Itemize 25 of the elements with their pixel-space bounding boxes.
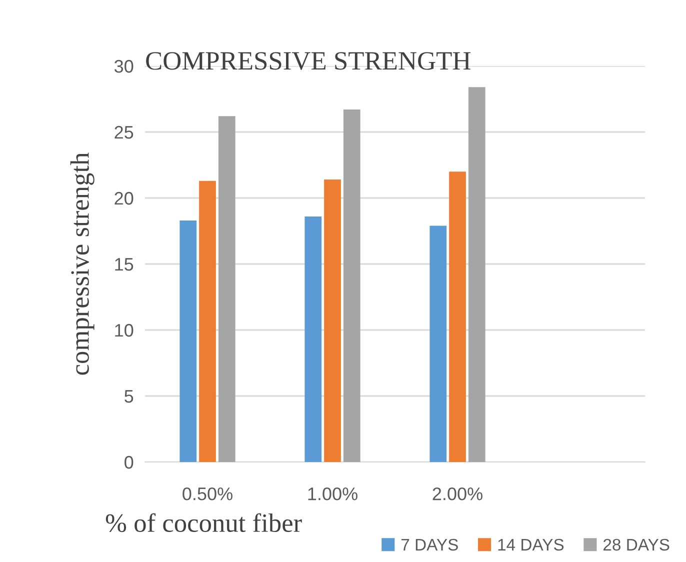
x-tick-label: 1.00% (308, 487, 358, 500)
y-tick-label: 25 (114, 126, 134, 139)
bar (468, 87, 486, 462)
bar (449, 172, 466, 462)
x-axis-title: % of coconut fiber (106, 513, 302, 532)
y-tick-label: 5 (124, 390, 134, 403)
y-tick-label: 30 (114, 60, 134, 73)
legend-label: 14 DAYS (498, 538, 564, 551)
bar (218, 116, 236, 462)
y-axis-title: compressive strength (70, 152, 94, 375)
y-tick-label: 15 (115, 258, 134, 271)
bar (343, 110, 360, 462)
legend-label: 7 DAYS (401, 538, 458, 551)
bar (199, 180, 216, 462)
x-tick-label: 2.00% (432, 487, 482, 500)
bar (180, 220, 197, 462)
y-tick-label: 20 (114, 192, 134, 205)
bar (304, 216, 322, 462)
y-tick-label: 0 (124, 456, 134, 469)
chart-title: COMPRESSIVE STRENGTH (146, 52, 470, 70)
legend-label: 28 DAYS (604, 538, 670, 551)
y-tick-label: 10 (115, 324, 134, 337)
bar (430, 226, 447, 462)
bar (324, 180, 341, 462)
x-tick-label: 0.50% (182, 487, 232, 500)
